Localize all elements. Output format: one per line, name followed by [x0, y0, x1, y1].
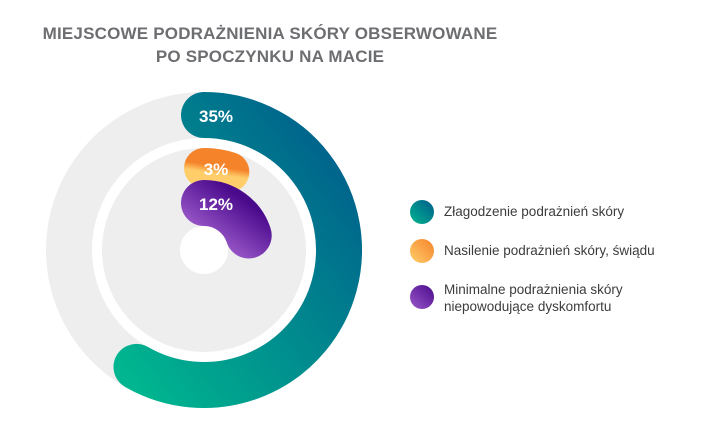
legend-swatch-relief — [410, 200, 434, 224]
legend-swatch-minimal — [410, 284, 434, 309]
legend-label-worsening-line-1: Nasilenie podrażnień skóry, świądu — [444, 243, 655, 258]
arc-worsening — [184, 148, 250, 193]
legend-swatch-worsening — [410, 239, 434, 263]
chart-title-line-2: PO SPOCZYNKU NA MACIE — [155, 47, 385, 66]
legend-item-relief: Złagodzenie podrażnień skóry — [410, 200, 710, 224]
chart-title-line-1: MIEJSCOWE PODRAŻNIENIA SKÓRY OBSERWOWANE — [42, 24, 498, 43]
legend-label-relief-line-1: Złagodzenie podrażnień skóry — [444, 204, 625, 219]
legend-label-minimal: Minimalne podrażnienia skóry niepowodują… — [444, 278, 710, 315]
arc-relief — [113, 92, 362, 408]
chart-arcs — [113, 92, 362, 408]
legend-label-worsening: Nasilenie podrażnień skóry, świądu — [444, 239, 710, 263]
chart-title: MIEJSCOWE PODRAŻNIENIA SKÓRY OBSERWOWANE… — [40, 22, 500, 68]
legend-item-minimal: Minimalne podrażnienia skóry niepowodują… — [410, 278, 710, 315]
data-label-worsening: 3% — [204, 160, 229, 179]
legend-label-minimal-line-1: Minimalne podrażnienia skóry — [444, 282, 623, 297]
chart-labels: 35% 3% 12% — [199, 107, 233, 214]
legend-label-minimal-line-2: niepowodujące dyskomfortu — [444, 299, 612, 314]
legend-label-relief: Złagodzenie podrażnień skóry — [444, 200, 710, 224]
arc-minimal — [181, 180, 272, 259]
data-label-minimal: 12% — [199, 195, 233, 214]
legend-item-worsening: Nasilenie podrażnień skóry, świądu — [410, 239, 710, 263]
data-label-relief: 35% — [199, 107, 233, 126]
chart-legend: Złagodzenie podrażnień skóry Nasilenie p… — [410, 200, 710, 330]
